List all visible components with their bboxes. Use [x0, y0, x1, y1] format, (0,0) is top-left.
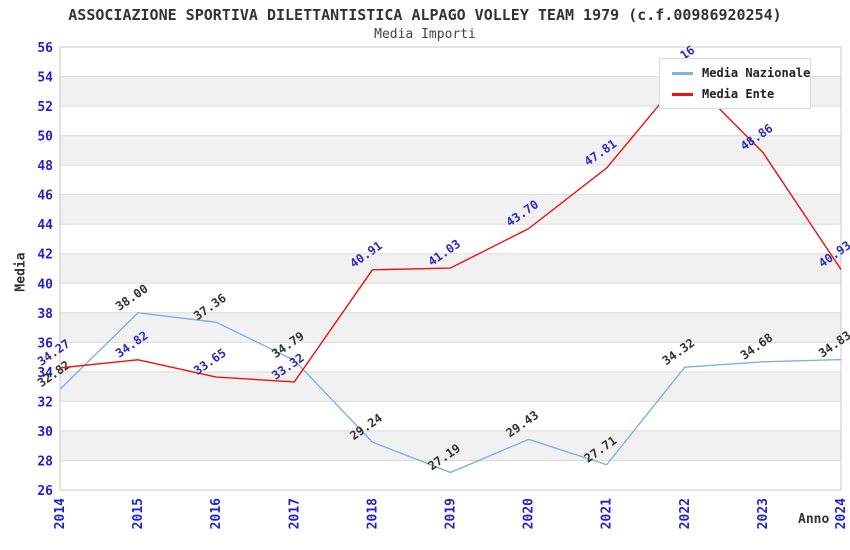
chart-title: ASSOCIAZIONE SPORTIVA DILETTANTISTICA AL… [68, 6, 782, 24]
y-tick-label: 44 [37, 218, 53, 233]
band-stripe [60, 371, 841, 402]
y-tick-label: 26 [37, 484, 53, 499]
y-tick-label: 30 [37, 425, 53, 440]
y-tick-label: 48 [37, 159, 53, 174]
x-tick-label: 2016 [209, 498, 224, 529]
y-tick-label: 38 [37, 307, 53, 322]
point-label: 38.00 [113, 281, 151, 313]
x-tick-label: 2018 [365, 498, 380, 529]
series-line-media-nazionale [59, 312, 842, 474]
y-tick-label: 54 [37, 71, 53, 86]
y-tick-label: 32 [37, 395, 53, 410]
y-tick-label: 50 [37, 130, 53, 145]
legend-item-media-ente: Media Ente [672, 87, 802, 101]
chart-subtitle: Media Importi [374, 27, 476, 42]
legend-item-media-nazionale: Media Nazionale [672, 66, 810, 80]
legend: Media Nazionale Media Ente [659, 58, 811, 109]
x-tick-label: 2014 [53, 498, 68, 529]
legend-swatch-media-ente [672, 92, 693, 96]
y-tick-label: 52 [37, 100, 53, 115]
y-tick-label: 56 [37, 41, 53, 56]
band-stripe [60, 135, 841, 166]
y-tick-label: 28 [37, 454, 53, 469]
band-stripe [60, 312, 841, 343]
legend-label-media-nazionale: Media Nazionale [702, 66, 811, 80]
x-tick-label: 2022 [678, 498, 693, 529]
x-tick-label: 2023 [756, 498, 771, 529]
y-axis-title: Media [13, 252, 29, 292]
y-tick-label: 36 [37, 336, 53, 351]
x-axis-title: Anno [798, 512, 830, 527]
legend-swatch-media-nazionale [672, 71, 693, 75]
y-tick-label: 40 [37, 277, 53, 292]
x-tick-label: 2017 [287, 498, 302, 529]
band-stripe [60, 430, 841, 461]
y-tick-label: 34 [37, 366, 53, 381]
y-tick-label: 42 [37, 248, 53, 263]
x-tick-label: 2015 [131, 498, 146, 529]
y-tick-label: 46 [37, 189, 53, 204]
legend-label-media-ente: Media Ente [702, 87, 775, 101]
band-stripe [60, 194, 841, 225]
x-tick-label: 2021 [600, 498, 615, 529]
x-tick-label: 2020 [522, 498, 537, 529]
x-tick-label: 2024 [834, 498, 849, 529]
x-tick-label: 2019 [444, 498, 459, 529]
